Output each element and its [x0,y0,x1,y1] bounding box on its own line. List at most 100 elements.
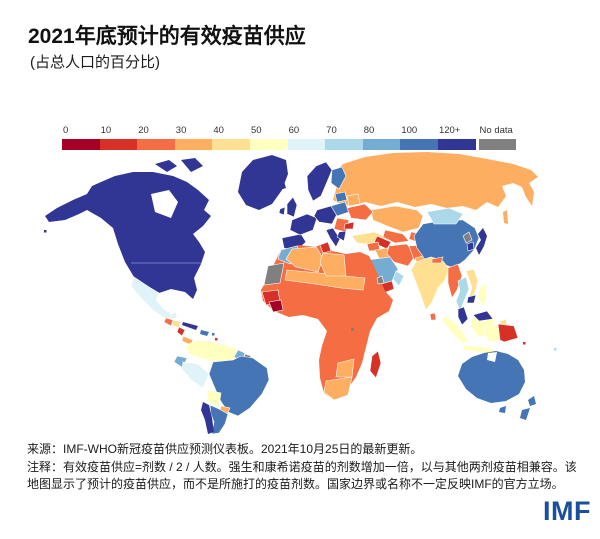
map-region-finland [330,166,347,190]
map-region-cuba [182,322,198,330]
map-region-west-africa-interior [268,299,284,313]
map-region-malay-peninsula [457,306,469,326]
map-region-iceland [275,181,286,191]
world-map [35,150,565,438]
map-region-burundi [351,328,354,331]
legend-bin-swatch [174,139,213,150]
map-region-philippines [477,283,488,307]
map-region-greenland [238,155,288,210]
legend-bin-70: 70 [325,124,363,150]
map-region-new-zealand [520,396,536,420]
legend-bin-label: 70 [326,125,337,136]
legend-bin-0: 0 [62,124,100,150]
page-subtitle: (占总人口的百分比) [30,54,160,71]
map-region-tasmania [499,406,506,413]
map-region-russia [333,152,538,210]
legend-bin-30: 30 [174,124,213,150]
legend-bin-swatch [400,139,438,150]
map-region-libya [319,252,347,277]
legend-bin-label: 120+ [438,125,461,136]
map-region-argentina [209,404,229,435]
map-region-japan [476,228,487,255]
legend-bin-swatch [478,139,517,150]
map-region-chile [201,402,214,434]
map-region-sri-lanka [429,312,437,321]
map-region-sumatra [441,315,469,344]
map-region-arctic-islands [155,158,203,172]
map-region-mongolia [426,207,464,225]
map-region-solomon-islands [523,342,526,345]
legend-bin-label: 30 [175,125,187,136]
legend-bin-100: 100 [400,124,438,150]
legend-bin-label: 50 [250,125,262,136]
legend-bin-swatch [249,139,288,150]
legend-bin-no-data: No data [478,124,517,150]
map-region-borneo-malaysia [472,310,494,322]
map-region-sakhalin [503,210,508,224]
map-region-thailand [455,276,470,312]
map-region-north-america [45,172,211,299]
legend-bin-swatch [62,139,100,150]
map-region-belarus [346,193,361,207]
legend-bin-swatch [137,139,175,150]
map-region-india [410,256,450,311]
legend-bin-20: 20 [137,124,175,150]
map-region-mexico [130,276,178,321]
legend-bin-swatch [437,139,476,150]
map-region-china [413,219,480,269]
legend-bin-label: 80 [363,125,375,136]
map-region-cambodia [466,294,477,304]
legend-bin-swatch [325,139,363,150]
legend-bin-10: 10 [99,124,138,150]
legend-bin-label: 40 [213,125,224,136]
map-region-ireland [278,206,286,216]
map-region-italy [325,227,341,248]
legend-bin-label: 0 [63,125,69,136]
legend-bin-label: 10 [100,125,112,136]
map-region-ukraine [346,203,374,221]
legend-bin-swatch [287,139,326,150]
map-region-nicaragua [176,326,186,337]
map-region-baltics [334,191,348,203]
map-region-greece [336,230,347,242]
legend-bin-80: 80 [362,124,401,150]
map-region-mauritania [263,262,285,286]
page-title: 2021年底预计的有效疫苗供应 [28,25,306,48]
map-region-south-africa [323,376,353,401]
legend-bin-label: 20 [138,125,149,136]
legend-bin-swatch [99,139,138,150]
map-region-caribbean-blue [212,333,215,336]
legend-bin-swatch [362,139,401,150]
legend-bin-50: 50 [249,124,288,150]
map-region-uzbekistan [382,229,410,244]
legend-bin-label: 60 [288,125,300,136]
map-region-france [289,213,318,236]
map-region-honduras [171,319,182,329]
map-region-iran [386,243,416,267]
legend: 0 10 20 30 40 50 60 70 80 100 120+ No data [62,124,517,150]
source-line: 来源：IMF-WHO新冠疫苗供应预测仪表板。2021年10月25日的最新更新。 [27,442,423,456]
map-region-kazakhstan [370,205,424,233]
map-region-hawaii [44,230,47,233]
legend-bin-swatch [212,139,250,150]
map-region-papua-new-guinea [497,323,519,343]
map-region-australia [458,351,525,403]
map-region-myanmar [447,263,463,299]
map-region-algeria [285,246,324,273]
legend-bin-40: 40 [212,124,250,150]
map-region-bolivia [206,389,222,407]
map-region-colombia-venezuela [184,339,239,363]
footer-notes: 来源：IMF-WHO新冠疫苗供应预测仪表板。2021年10月25日的最新更新。 … [27,441,580,494]
imf-logo: IMF [543,496,591,526]
map-region-peru [181,361,210,389]
legend-bin-label: No data [479,125,513,136]
legend-bin-60: 60 [287,124,326,150]
map-region-caribbean-red [215,338,218,341]
map-region-nepal [431,256,444,264]
map-region-hispaniola [200,330,209,336]
map-region-fiji [554,348,557,351]
legend-bin-label: 100 [401,125,418,136]
map-region-south-korea [466,241,475,252]
map-region-eritrea [376,275,385,285]
legend-bin-120+: 120+ [437,124,476,150]
